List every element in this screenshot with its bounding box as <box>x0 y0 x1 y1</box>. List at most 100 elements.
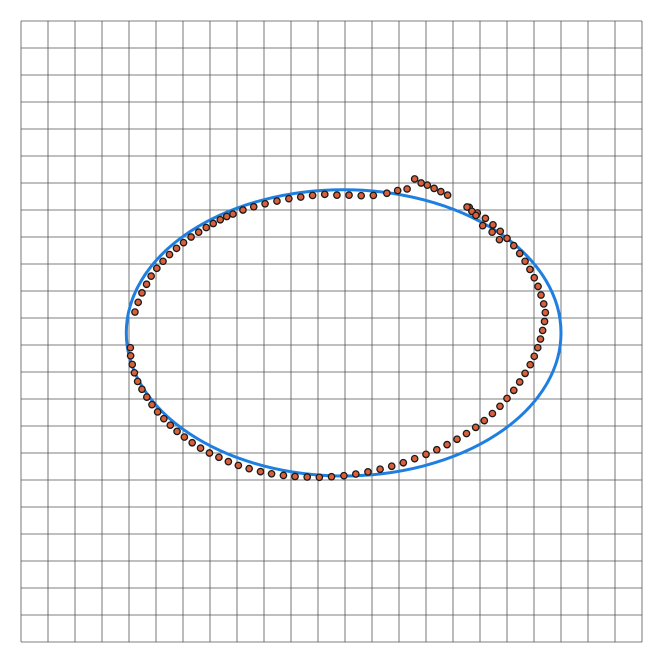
data-point <box>537 291 545 299</box>
data-point <box>530 273 539 282</box>
data-point <box>509 386 518 395</box>
data-point <box>147 272 155 280</box>
data-point <box>224 457 233 466</box>
data-point <box>540 317 549 326</box>
data-point <box>515 378 524 386</box>
data-point <box>142 393 151 401</box>
data-point <box>538 326 547 335</box>
data-point <box>410 454 419 463</box>
data-point <box>320 190 329 199</box>
data-point <box>436 187 445 196</box>
data-point <box>526 265 534 274</box>
data-point <box>222 212 231 221</box>
data-point <box>296 193 305 201</box>
data-point <box>422 450 430 459</box>
data-point <box>430 184 438 193</box>
data-point <box>495 235 504 244</box>
data-point <box>173 427 181 436</box>
data-point <box>539 300 548 308</box>
data-point <box>194 228 203 236</box>
data-point <box>351 470 360 478</box>
data-point <box>340 471 348 480</box>
data-point <box>315 473 324 482</box>
data-point <box>462 429 471 438</box>
data-point <box>279 471 288 480</box>
data-point <box>159 414 168 423</box>
data-point <box>327 472 336 481</box>
data-point <box>534 282 542 291</box>
data-point <box>521 369 529 378</box>
data-point <box>133 377 142 386</box>
data-point <box>443 440 451 449</box>
data-point <box>303 473 312 481</box>
data-point <box>526 360 535 369</box>
data-point <box>453 435 461 444</box>
data-point <box>308 191 317 200</box>
data-point <box>364 468 372 476</box>
data-point <box>249 202 258 211</box>
data-point <box>153 408 162 416</box>
data-point <box>215 453 223 462</box>
data-point <box>159 257 167 266</box>
data-point <box>489 221 497 229</box>
data-point <box>180 433 189 441</box>
data-point <box>273 197 281 205</box>
data-points-layer <box>126 175 550 482</box>
data-point <box>481 214 490 223</box>
data-point <box>126 351 135 360</box>
data-point <box>333 191 341 199</box>
data-point <box>291 472 299 481</box>
data-point <box>267 469 276 478</box>
data-point <box>488 409 497 418</box>
data-point <box>509 241 518 250</box>
data-point <box>472 211 480 220</box>
data-point <box>187 233 195 241</box>
data-point <box>138 385 146 394</box>
data-point <box>376 465 384 474</box>
data-point <box>443 191 452 199</box>
data-point <box>410 175 419 183</box>
data-point <box>188 438 197 447</box>
data-point <box>488 228 496 236</box>
data-point <box>463 203 471 211</box>
grid-lines <box>20 20 643 643</box>
data-point <box>234 461 243 470</box>
data-point <box>245 464 253 473</box>
data-point <box>432 445 441 454</box>
data-point <box>478 221 487 230</box>
data-point <box>480 416 489 425</box>
data-point <box>387 462 396 471</box>
data-point <box>172 244 181 253</box>
data-point <box>205 449 214 457</box>
data-point <box>399 458 408 467</box>
data-point <box>239 206 247 214</box>
data-point <box>142 280 151 289</box>
data-point <box>382 189 391 198</box>
data-point <box>126 343 135 352</box>
data-point <box>261 199 269 208</box>
data-point <box>417 179 425 187</box>
data-point <box>196 444 205 452</box>
data-point <box>521 257 529 266</box>
data-point <box>130 368 139 377</box>
data-point <box>530 352 539 361</box>
data-point <box>496 402 504 411</box>
data-point <box>216 215 225 224</box>
data-point <box>393 186 402 195</box>
data-point <box>134 298 143 307</box>
data-point <box>209 219 218 228</box>
data-point <box>369 191 378 200</box>
data-point <box>179 238 188 247</box>
data-point <box>423 181 432 190</box>
data-point <box>128 360 137 369</box>
data-point <box>229 210 237 218</box>
data-point <box>533 343 542 352</box>
data-point <box>471 423 480 432</box>
data-point <box>166 421 175 430</box>
data-point <box>403 185 411 193</box>
data-point <box>541 308 550 317</box>
data-point <box>148 400 156 409</box>
